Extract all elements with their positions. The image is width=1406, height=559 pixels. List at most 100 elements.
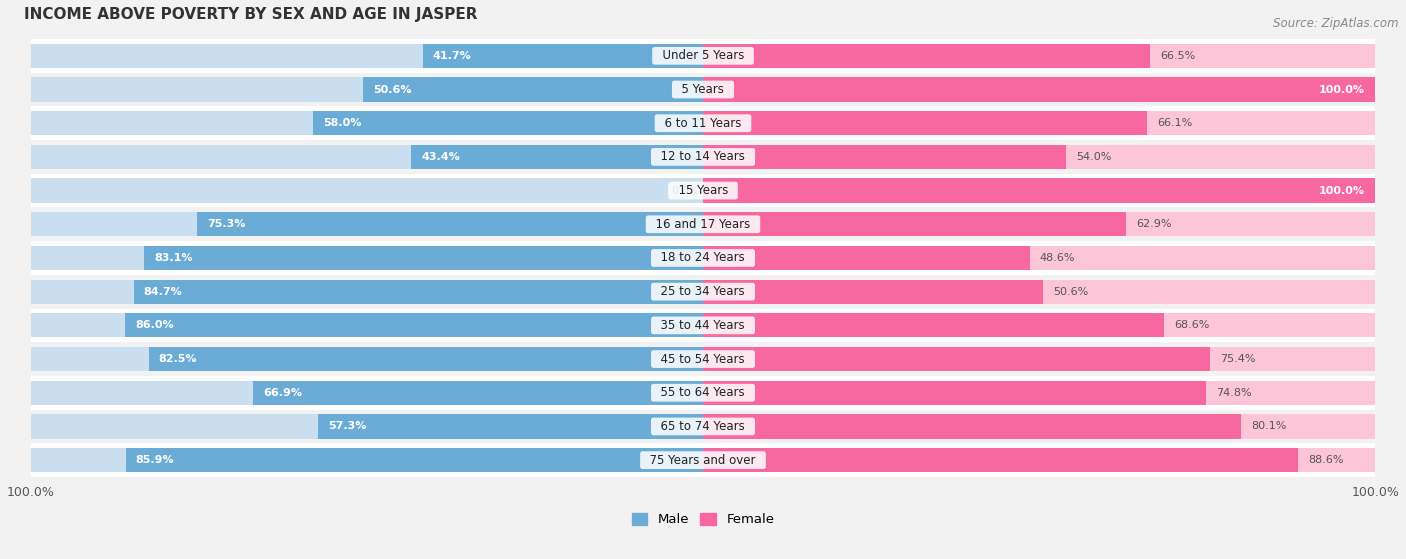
Text: 100.0%: 100.0% — [1319, 84, 1365, 94]
Bar — [703, 280, 1375, 304]
Bar — [31, 174, 1375, 207]
Bar — [125, 448, 703, 472]
Bar — [31, 207, 1375, 241]
Bar — [31, 309, 1375, 342]
Text: 66.9%: 66.9% — [263, 388, 302, 398]
Bar — [31, 241, 1375, 275]
Bar — [318, 414, 703, 439]
Bar — [31, 212, 703, 236]
Bar — [703, 381, 1375, 405]
Bar — [134, 280, 703, 304]
Text: 15 Years: 15 Years — [671, 184, 735, 197]
Text: 86.0%: 86.0% — [135, 320, 174, 330]
Text: 66.1%: 66.1% — [1157, 118, 1192, 128]
Text: 74.8%: 74.8% — [1216, 388, 1251, 398]
Bar — [31, 410, 1375, 443]
Bar — [31, 376, 1375, 410]
Text: 65 to 74 Years: 65 to 74 Years — [654, 420, 752, 433]
Text: 50.6%: 50.6% — [373, 84, 412, 94]
Text: 50.6%: 50.6% — [1053, 287, 1088, 297]
Bar — [31, 347, 703, 371]
Bar — [145, 246, 703, 270]
Bar — [31, 381, 703, 405]
Text: 48.6%: 48.6% — [1039, 253, 1076, 263]
Text: 57.3%: 57.3% — [328, 421, 367, 432]
Text: 82.5%: 82.5% — [159, 354, 197, 364]
Text: 43.4%: 43.4% — [422, 152, 460, 162]
Text: 12 to 14 Years: 12 to 14 Years — [654, 150, 752, 163]
Bar — [703, 347, 1375, 371]
Text: 66.5%: 66.5% — [1160, 51, 1195, 61]
Bar — [363, 77, 703, 102]
Bar — [703, 347, 1209, 371]
Text: 100.0%: 100.0% — [1319, 186, 1365, 196]
Text: 54.0%: 54.0% — [1076, 152, 1111, 162]
Text: 58.0%: 58.0% — [323, 118, 361, 128]
Bar — [31, 39, 1375, 73]
Bar — [31, 178, 703, 203]
Bar — [31, 313, 703, 338]
Text: 88.6%: 88.6% — [1309, 455, 1344, 465]
Bar — [31, 44, 703, 68]
Text: 45 to 54 Years: 45 to 54 Years — [654, 353, 752, 366]
Bar — [703, 212, 1375, 236]
Bar — [125, 313, 703, 338]
Text: 84.7%: 84.7% — [143, 287, 183, 297]
Bar — [703, 178, 1375, 203]
Text: 6 to 11 Years: 6 to 11 Years — [657, 117, 749, 130]
Bar — [31, 246, 703, 270]
Legend: Male, Female: Male, Female — [626, 508, 780, 532]
Bar — [703, 414, 1241, 439]
Bar — [31, 106, 1375, 140]
Text: 35 to 44 Years: 35 to 44 Years — [654, 319, 752, 332]
Bar — [31, 140, 1375, 174]
Text: 25 to 34 Years: 25 to 34 Years — [654, 285, 752, 298]
Bar — [703, 145, 1066, 169]
Bar — [703, 44, 1150, 68]
Bar — [31, 77, 703, 102]
Bar — [703, 44, 1375, 68]
Bar — [314, 111, 703, 135]
Bar — [703, 246, 1029, 270]
Bar — [703, 448, 1375, 472]
Bar — [703, 111, 1147, 135]
Bar — [703, 313, 1375, 338]
Bar — [703, 145, 1375, 169]
Bar — [703, 178, 1375, 203]
Text: Source: ZipAtlas.com: Source: ZipAtlas.com — [1274, 17, 1399, 30]
Bar — [703, 280, 1043, 304]
Text: 75.4%: 75.4% — [1220, 354, 1256, 364]
Bar — [149, 347, 703, 371]
Text: Under 5 Years: Under 5 Years — [655, 49, 751, 62]
Bar — [423, 44, 703, 68]
Bar — [253, 381, 703, 405]
Text: 41.7%: 41.7% — [433, 51, 471, 61]
Text: 5 Years: 5 Years — [675, 83, 731, 96]
Bar — [703, 77, 1375, 102]
Bar — [703, 246, 1375, 270]
Text: 62.9%: 62.9% — [1136, 219, 1171, 229]
Bar — [31, 111, 703, 135]
Bar — [703, 381, 1206, 405]
Bar — [31, 448, 703, 472]
Text: 68.6%: 68.6% — [1174, 320, 1209, 330]
Bar — [703, 414, 1375, 439]
Bar — [412, 145, 703, 169]
Bar — [703, 313, 1164, 338]
Text: 75.3%: 75.3% — [207, 219, 246, 229]
Text: 16 and 17 Years: 16 and 17 Years — [648, 218, 758, 231]
Text: 75 Years and over: 75 Years and over — [643, 453, 763, 467]
Bar — [31, 280, 703, 304]
Text: 0.0%: 0.0% — [672, 186, 700, 196]
Bar — [31, 443, 1375, 477]
Bar — [31, 145, 703, 169]
Bar — [31, 414, 703, 439]
Text: 80.1%: 80.1% — [1251, 421, 1286, 432]
Text: 55 to 64 Years: 55 to 64 Years — [654, 386, 752, 399]
Text: INCOME ABOVE POVERTY BY SEX AND AGE IN JASPER: INCOME ABOVE POVERTY BY SEX AND AGE IN J… — [24, 7, 478, 22]
Bar — [31, 73, 1375, 106]
Bar — [703, 111, 1375, 135]
Bar — [703, 448, 1299, 472]
Bar — [703, 212, 1126, 236]
Text: 85.9%: 85.9% — [136, 455, 174, 465]
